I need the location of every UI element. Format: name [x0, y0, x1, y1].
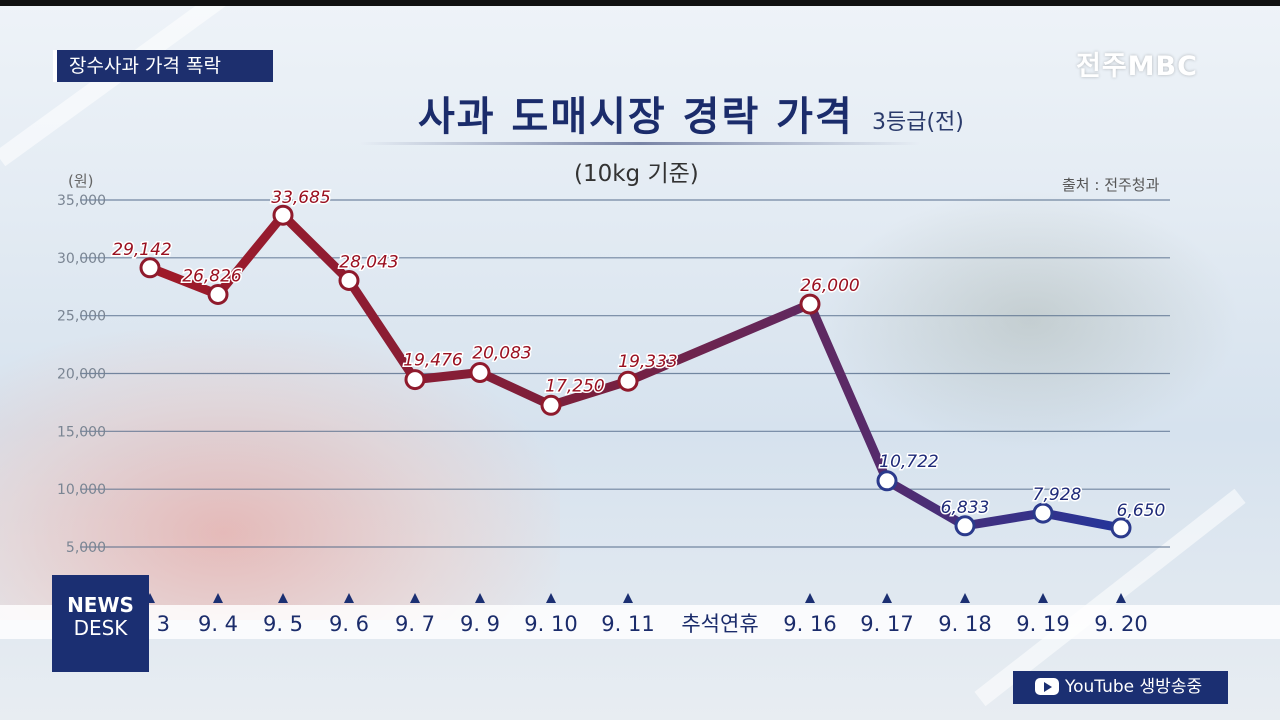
- x-tick-label: 9. 17: [860, 612, 913, 636]
- y-tick-label: 30,000: [57, 251, 106, 267]
- data-point: [799, 293, 821, 315]
- data-point: [876, 470, 898, 492]
- title-underline: [360, 142, 920, 145]
- x-tick-marker: [475, 593, 485, 603]
- data-label: 19,333: [618, 352, 677, 372]
- y-axis-unit: (원): [68, 172, 94, 190]
- y-axis-ticks: 5,000 10,000 15,000 20,000 25,000 30,000 35,00…: [57, 193, 106, 556]
- data-point: [139, 257, 161, 279]
- x-tick-label: 9. 7: [395, 612, 435, 636]
- x-tick-marker: [1038, 593, 1048, 603]
- y-tick-label: 20,000: [57, 367, 106, 383]
- youtube-live-label: YouTube 생방송중: [1065, 677, 1203, 697]
- data-label: 26,826: [182, 267, 242, 287]
- newsdesk-line1: NEWS: [67, 593, 134, 617]
- news-tag: 장수사과 가격 폭락: [53, 50, 273, 82]
- x-tick-label: 9. 18: [938, 612, 991, 636]
- y-tick-label: 10,000: [57, 482, 106, 498]
- data-label: 19,476: [403, 351, 463, 371]
- y-tick-label: 35,000: [57, 193, 106, 209]
- data-labels: 29,142 26,826 33,685 28,043 19,476 20,083 17,2…: [111, 187, 1167, 523]
- chart-title: 사과 도매시장 경락 가격: [418, 94, 854, 140]
- chart-source: 출처 : 전주청과: [1062, 176, 1160, 194]
- x-tick-label: 추석연휴: [681, 612, 758, 636]
- x-tick-label: 9. 16: [783, 612, 836, 636]
- data-points: [139, 204, 1132, 539]
- x-tick-label: 9. 19: [1016, 612, 1069, 636]
- x-tick-marker: [1116, 593, 1126, 603]
- data-label: 17,250: [545, 376, 604, 396]
- y-tick-label: 25,000: [57, 309, 106, 325]
- x-tick-label: 9. 4: [198, 612, 238, 636]
- data-point: [404, 369, 426, 391]
- data-point: [207, 284, 229, 305]
- x-tick-label: 9. 9: [460, 612, 500, 636]
- data-label: 26,000: [800, 276, 859, 296]
- x-tick-label: 9. 5: [263, 612, 303, 636]
- x-axis-band: [0, 605, 1280, 639]
- data-label: 7,928: [1033, 485, 1082, 505]
- data-point: [272, 204, 294, 226]
- data-label: 28,043: [339, 253, 398, 273]
- x-tick-marker: [623, 593, 633, 603]
- data-point: [540, 394, 562, 416]
- y-tick-label: 15,000: [57, 424, 106, 440]
- x-tick-marker: [805, 593, 815, 603]
- chart-title-grade: 3등급(전): [872, 110, 964, 135]
- x-tick-label: 9. 11: [601, 612, 654, 636]
- newsdesk-logo: NEWS DESK: [52, 575, 149, 672]
- data-point: [469, 362, 491, 383]
- orchard-photo-background: [820, 190, 1240, 450]
- data-point: [338, 270, 360, 291]
- data-label: 6,650: [1117, 501, 1166, 521]
- x-tick-marker: [344, 593, 354, 603]
- newsdesk-line2: DESK: [73, 616, 128, 640]
- chart-subtitle: (10kg 기준): [574, 161, 699, 187]
- x-tick-label: 9. 10: [524, 612, 577, 636]
- data-point: [1032, 502, 1054, 524]
- y-tick-label: 5,000: [66, 540, 106, 556]
- data-point: [954, 515, 976, 537]
- x-tick-marker: [213, 593, 223, 603]
- data-point: [617, 370, 639, 392]
- top-border: [0, 0, 1280, 6]
- x-tick-label: 9. 6: [329, 612, 369, 636]
- x-tick-marker: [960, 593, 970, 603]
- x-tick-label: 9. 20: [1094, 612, 1147, 636]
- data-label: 33,685: [271, 188, 330, 208]
- x-tick-marker: [278, 593, 288, 603]
- broadcaster-logo: 전주MBC: [1076, 51, 1198, 82]
- youtube-live-badge: YouTube 생방송중: [1013, 671, 1228, 704]
- data-label: 29,142: [112, 240, 171, 260]
- youtube-play-icon: [1035, 678, 1059, 695]
- data-label: 10,722: [879, 452, 938, 472]
- x-tick-marker: [410, 593, 420, 603]
- data-label: 6,833: [941, 498, 990, 518]
- x-axis-ticks: 9. 3 9. 4 9. 5 9. 6 9. 7 9. 9 9. 10 9. 11 추석연휴 9.…: [130, 593, 1148, 636]
- data-point: [1110, 517, 1132, 539]
- data-label: 20,083: [472, 344, 531, 364]
- x-tick-marker: [882, 593, 892, 603]
- x-tick-marker: [546, 593, 556, 603]
